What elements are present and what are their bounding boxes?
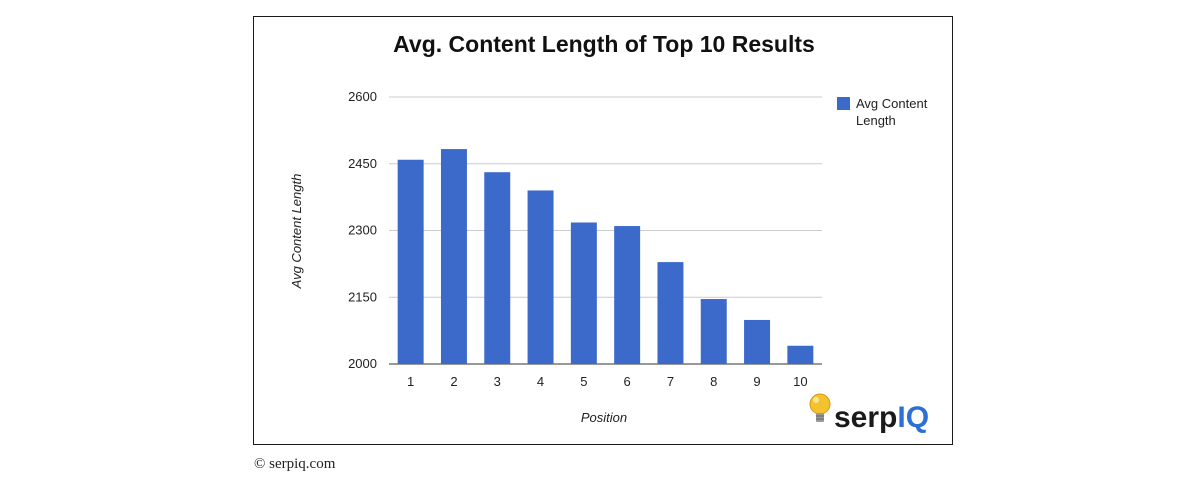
copyright-credit: © serpiq.com	[254, 456, 336, 472]
bar	[787, 345, 814, 364]
logo-text-iq: IQ	[897, 401, 929, 434]
y-tick-label: 2600	[348, 89, 377, 104]
bar	[700, 299, 727, 364]
bar	[397, 159, 424, 364]
y-tick-label: 2450	[348, 156, 377, 171]
bar	[657, 262, 684, 364]
bar-chart: Avg. Content Length of Top 10 Results 20…	[289, 31, 929, 434]
bar	[440, 149, 467, 364]
chart-title: Avg. Content Length of Top 10 Results	[393, 31, 815, 57]
x-tick-label: 10	[793, 374, 807, 389]
x-tick-label: 2	[450, 374, 457, 389]
chart-frame: Avg. Content Length of Top 10 Results 20…	[253, 16, 953, 445]
bar	[527, 190, 554, 364]
x-tick-label: 9	[753, 374, 760, 389]
x-tick-label: 7	[667, 374, 674, 389]
y-axis-label: Avg Content Length	[289, 174, 304, 290]
y-tick-label: 2000	[348, 356, 377, 371]
bar	[744, 319, 771, 364]
x-tick-label: 1	[407, 374, 414, 389]
svg-text:serpIQ: serpIQ	[834, 401, 929, 434]
bar	[570, 222, 597, 364]
x-axis-label: Position	[581, 410, 627, 425]
legend: Avg Content Length	[837, 96, 928, 128]
legend-swatch	[837, 97, 850, 110]
x-tick-label: 5	[580, 374, 587, 389]
lightbulb-icon	[809, 393, 831, 422]
serpiq-logo: serpIQ	[809, 393, 929, 434]
x-tick-label: 3	[494, 374, 501, 389]
logo-text-serp: serp	[834, 401, 897, 434]
x-tick-label: 8	[710, 374, 717, 389]
legend-label: Avg Content Length	[856, 96, 928, 128]
bar	[484, 172, 511, 364]
y-tick-label: 2300	[348, 223, 377, 238]
bar	[614, 226, 641, 364]
y-tick-label: 2150	[348, 289, 377, 304]
x-tick-label: 4	[537, 374, 544, 389]
x-tick-label: 6	[624, 374, 631, 389]
